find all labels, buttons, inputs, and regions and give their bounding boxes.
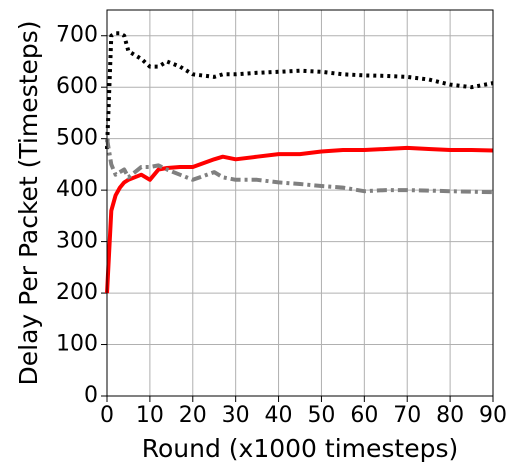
y-tick-label: 600: [56, 74, 98, 99]
y-tick-label: 500: [56, 126, 98, 151]
x-tick-label: 90: [479, 403, 507, 428]
y-tick-label: 200: [56, 280, 98, 305]
x-tick-label: 20: [179, 403, 207, 428]
y-tick-label: 700: [56, 23, 98, 48]
x-tick-label: 40: [265, 403, 293, 428]
y-tick-label: 100: [56, 332, 98, 357]
y-tick-label: 0: [84, 383, 98, 408]
series-line: [105, 145, 494, 294]
plot-frame: [106, 9, 494, 397]
y-axis-label: Delay Per Packet (Timesteps): [14, 21, 43, 386]
x-axis-label: Round (x1000 timesteps): [142, 434, 459, 463]
y-tick-label: 300: [56, 229, 98, 254]
series-line: [105, 138, 494, 195]
x-tick-label: 80: [436, 403, 464, 428]
x-tick-label: 30: [222, 403, 250, 428]
series-line: [105, 31, 494, 150]
x-tick-label: 10: [136, 403, 164, 428]
x-tick-label: 70: [393, 403, 421, 428]
x-tick-label: 50: [307, 403, 335, 428]
y-tick-label: 400: [56, 177, 98, 202]
x-tick-label: 0: [100, 403, 114, 428]
x-tick-label: 60: [350, 403, 378, 428]
